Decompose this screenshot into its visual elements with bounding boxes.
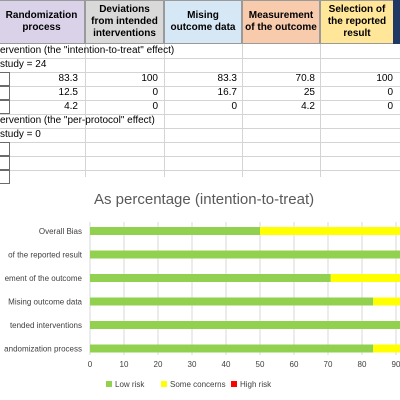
cell-low-deviations[interactable]: 100 — [141, 73, 158, 84]
col-line — [242, 44, 243, 177]
x-tick-label: 80 — [358, 360, 367, 369]
legend-label: High risk — [240, 380, 272, 389]
header-label: Mising outcome data — [170, 10, 236, 33]
cell-some-selection[interactable]: 0 — [387, 87, 393, 98]
x-tick-label: 30 — [188, 360, 197, 369]
cell-high-measurement[interactable]: 4.2 — [301, 101, 315, 112]
x-tick-label: 20 — [154, 360, 163, 369]
row-marker[interactable] — [0, 142, 10, 156]
risk-of-bias-chart[interactable]: As percentage (intention-to-treat) Overa… — [0, 180, 400, 400]
itt-study-count: study = 24 — [0, 59, 47, 70]
bar-segment — [373, 344, 400, 353]
header-missing-outcome[interactable]: Mising outcome data — [164, 0, 242, 44]
pp-section-title: ervention (the "per-protocol" effect) — [0, 115, 155, 126]
x-tick-label: 90 — [392, 360, 400, 369]
category-label: Overall Bias — [39, 227, 82, 236]
category-label: Mising outcome data — [8, 298, 82, 307]
cell-some-measurement[interactable]: 25 — [303, 87, 315, 98]
x-tick-label: 60 — [290, 360, 299, 369]
header-measurement[interactable]: Measurement of the outcome — [242, 0, 320, 44]
bar-segment — [90, 274, 331, 282]
cell-low-missing[interactable]: 83.3 — [217, 73, 237, 84]
category-label: of the reported result — [8, 251, 83, 260]
cell-some-randomization[interactable]: 12.5 — [58, 87, 78, 98]
x-tick-label: 50 — [256, 360, 265, 369]
chart-bars — [90, 227, 400, 353]
bar-segment — [260, 227, 400, 235]
x-axis-ticks: 0 10 20 30 40 50 60 70 80 90 — [88, 360, 400, 369]
x-tick-label: 70 — [324, 360, 333, 369]
header-edge — [393, 0, 400, 44]
bar-segment — [90, 227, 260, 235]
grid-line — [0, 100, 400, 101]
header-deviations[interactable]: Deviations from intended interventions — [85, 0, 164, 44]
bar-segment — [90, 321, 400, 329]
chart-title: As percentage (intention-to-treat) — [94, 191, 314, 208]
row-marker[interactable] — [0, 100, 10, 114]
row-marker[interactable] — [0, 72, 10, 86]
header-selection[interactable]: Selection of the reported result — [320, 0, 394, 44]
grid-line — [0, 114, 400, 115]
x-tick-label: 10 — [120, 360, 129, 369]
header-row: Randomization process Deviations from in… — [0, 0, 400, 46]
cell-some-deviations[interactable]: 0 — [152, 87, 158, 98]
header-label: Deviations from intended interventions — [91, 4, 158, 39]
chart-legend: Low risk Some concerns High risk — [106, 380, 272, 389]
header-label: Randomization process — [5, 10, 78, 33]
grid-line — [0, 58, 400, 59]
bar-segment — [90, 297, 374, 306]
chart-grid — [89, 222, 397, 355]
category-labels: Overall Bias of the reported result ement … — [4, 227, 83, 354]
bar-segment — [90, 344, 374, 353]
category-label: tended interventions — [10, 321, 82, 330]
col-line — [164, 44, 165, 177]
row-marker[interactable] — [0, 170, 10, 184]
legend-label: Low risk — [115, 380, 145, 389]
category-label: andomization process — [4, 345, 82, 354]
grid-line — [0, 156, 400, 157]
header-randomization[interactable]: Randomization process — [0, 0, 85, 44]
grid-line — [0, 170, 400, 171]
legend-swatch — [161, 381, 167, 387]
bar-segment — [330, 274, 400, 282]
grid-line — [0, 128, 400, 129]
cell-high-missing[interactable]: 0 — [231, 101, 237, 112]
bar-segment — [90, 250, 400, 259]
grid-line — [0, 86, 400, 87]
grid-line — [0, 142, 400, 143]
x-tick-label: 40 — [222, 360, 231, 369]
row-marker[interactable] — [0, 156, 10, 170]
bar-segment — [373, 297, 400, 306]
cell-some-missing[interactable]: 16.7 — [217, 87, 237, 98]
row-marker[interactable] — [0, 86, 10, 100]
col-line — [85, 44, 86, 177]
legend-swatch — [106, 381, 112, 387]
legend-label: Some concerns — [170, 380, 226, 389]
cell-low-measurement[interactable]: 70.8 — [295, 73, 315, 84]
header-label: Selection of the reported result — [327, 4, 387, 39]
cell-low-selection[interactable]: 100 — [376, 73, 393, 84]
header-label: Measurement of the outcome — [245, 10, 317, 33]
grid-line — [0, 72, 400, 73]
cell-high-randomization[interactable]: 4.2 — [64, 101, 78, 112]
x-tick-label: 0 — [88, 360, 93, 369]
pp-study-count: study = 0 — [0, 129, 41, 140]
legend-swatch — [231, 381, 237, 387]
itt-section-title: ervention (the "intention-to-treat" effe… — [0, 45, 175, 56]
col-line — [320, 44, 321, 177]
category-label: ement of the outcome — [5, 274, 83, 283]
cell-low-randomization[interactable]: 83.3 — [58, 73, 78, 84]
cell-high-deviations[interactable]: 0 — [152, 101, 158, 112]
cell-high-selection[interactable]: 0 — [387, 101, 393, 112]
